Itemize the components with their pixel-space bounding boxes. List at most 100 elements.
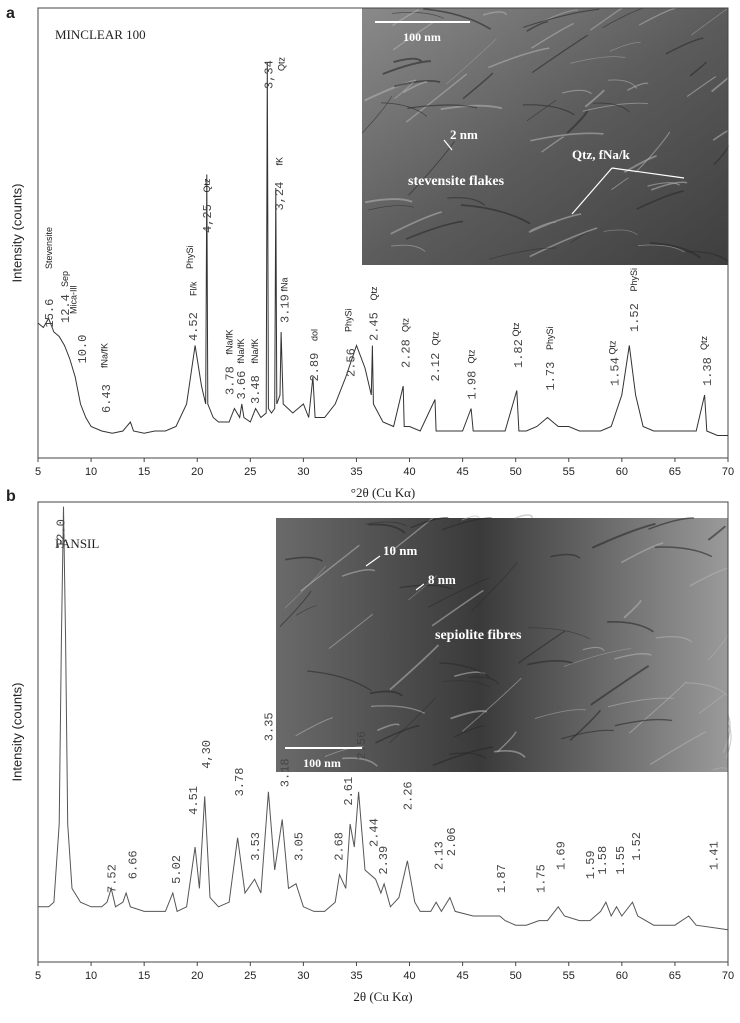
phase-label: Mica-Ill (68, 286, 78, 315)
x-tick-label: 35 (350, 970, 362, 982)
peak-label: 6.43 (100, 384, 114, 413)
peak-label: 15.6 (43, 299, 57, 328)
peak-label: 3.35 (263, 712, 277, 741)
phase-label: Qtz (699, 335, 709, 350)
peak-label: 4,30 (200, 740, 214, 769)
x-axis-label: °2θ (Cu Kα) (351, 485, 415, 500)
peak-label: 2.56 (344, 348, 358, 377)
peak-label: 1.73 (544, 362, 558, 391)
phase-label: Fl/k (188, 281, 198, 296)
phase-label: dol (309, 329, 319, 341)
peak-label: 3.78 (233, 768, 247, 797)
phase-label: fNa/fK (236, 338, 246, 363)
peak-label: 3,34 (263, 60, 277, 89)
peak-label: 2.44 (368, 818, 382, 847)
x-tick-label: 5 (35, 970, 41, 982)
x-tick-label: 15 (138, 970, 150, 982)
x-tick-label: 20 (191, 970, 203, 982)
x-tick-label: 35 (350, 466, 362, 478)
x-axis-label: 2θ (Cu Kα) (353, 989, 412, 1004)
panel-letter: a (6, 5, 15, 22)
peak-label: 3.18 (279, 758, 293, 787)
sample-name: MINCLEAR 100 (55, 27, 146, 42)
peak-label: 2.28 (400, 339, 414, 368)
peak-label: 3,24 (273, 182, 287, 211)
x-tick-label: 10 (85, 970, 97, 982)
peak-label: 10.0 (76, 335, 90, 364)
phase-label: fNa/fK (225, 329, 235, 354)
panel-letter: b (6, 488, 16, 505)
x-tick-label: 5 (35, 466, 41, 478)
phase-label: Stevensite (44, 227, 54, 269)
x-tick-label: 45 (456, 466, 468, 478)
phase-label: PhySi (545, 326, 555, 350)
micrograph-label: 8 nm (428, 572, 456, 587)
peak-label: 1.54 (609, 357, 623, 386)
peak-label: 3.53 (249, 832, 263, 861)
x-tick-label: 40 (403, 466, 415, 478)
x-tick-label: 55 (563, 970, 575, 982)
peak-label: 1.82 (512, 339, 526, 368)
peak-label: 3.19 (279, 294, 293, 323)
x-tick-label: 30 (297, 466, 309, 478)
peak-label: 2.56 (355, 731, 369, 760)
x-tick-label: 60 (616, 970, 628, 982)
peak-label: 1.41 (707, 841, 721, 870)
x-tick-label: 45 (456, 970, 468, 982)
peak-label: 2.26 (402, 781, 416, 810)
peak-label: 6.66 (127, 850, 141, 879)
x-tick-label: 10 (85, 466, 97, 478)
phase-label: Qtz (277, 56, 287, 71)
phase-label: Qtz (467, 349, 477, 364)
phase-label: Qtz (202, 178, 212, 193)
peak-label: 2.45 (368, 312, 382, 341)
phase-label: Qtz (511, 322, 521, 337)
y-axis-label: Intensity (counts) (9, 683, 24, 782)
phase-label: Sep (60, 271, 70, 287)
x-tick-label: 70 (722, 970, 734, 982)
peak-label: 4,25 (201, 204, 215, 233)
micrograph-label: sepiolite fibres (435, 628, 522, 643)
x-tick-label: 25 (244, 970, 256, 982)
x-tick-label: 65 (669, 466, 681, 478)
x-tick-label: 15 (138, 466, 150, 478)
phase-label: Qtz (401, 317, 411, 332)
peak-label: 4.51 (187, 786, 201, 815)
phase-label: fNa/fK (250, 338, 260, 363)
micrograph-label: 10 nm (383, 543, 417, 558)
scale-bar-label: 100 nm (303, 756, 341, 770)
phase-label: PhySi (185, 245, 195, 269)
peak-label: 4.52 (187, 312, 201, 341)
x-tick-label: 50 (510, 466, 522, 478)
micrograph-label: stevensite flakes (408, 174, 505, 189)
peak-label: 7.52 (105, 864, 119, 893)
peak-label: 2.39 (377, 846, 391, 875)
peak-label: 3.05 (292, 832, 306, 861)
x-tick-label: 65 (669, 970, 681, 982)
peak-label: 1.75 (534, 864, 548, 893)
peak-label: 1.52 (630, 832, 644, 861)
peak-label: 1.55 (614, 846, 628, 875)
x-tick-label: 30 (297, 970, 309, 982)
x-tick-label: 40 (403, 970, 415, 982)
x-tick-label: 20 (191, 466, 203, 478)
micrograph (362, 8, 728, 265)
peak-label: 3.48 (249, 375, 263, 404)
phase-label: fK (274, 157, 284, 166)
x-tick-label: 55 (563, 466, 575, 478)
peak-label: 1.52 (628, 303, 642, 332)
peak-label: 2.89 (308, 353, 322, 382)
peak-label: 3.66 (235, 371, 249, 400)
micrograph-label: 2 nm (450, 127, 478, 142)
figure: 100 nm 2 nm stevensite flakes Qtz, fNa/k a MI… (0, 0, 740, 1018)
x-tick-label: 70 (722, 466, 734, 478)
peak-label: 12.0 (55, 519, 69, 548)
peak-label: 1.58 (596, 846, 610, 875)
peak-label: 2.61 (342, 777, 356, 806)
peak-label: 1.98 (465, 371, 479, 400)
micrograph-label: Qtz, fNa/k (572, 147, 631, 162)
phase-label: Qtz (608, 340, 618, 355)
micrograph-texture (515, 515, 532, 518)
peak-label: 2.12 (429, 353, 443, 382)
peak-label: 5.02 (170, 855, 184, 884)
